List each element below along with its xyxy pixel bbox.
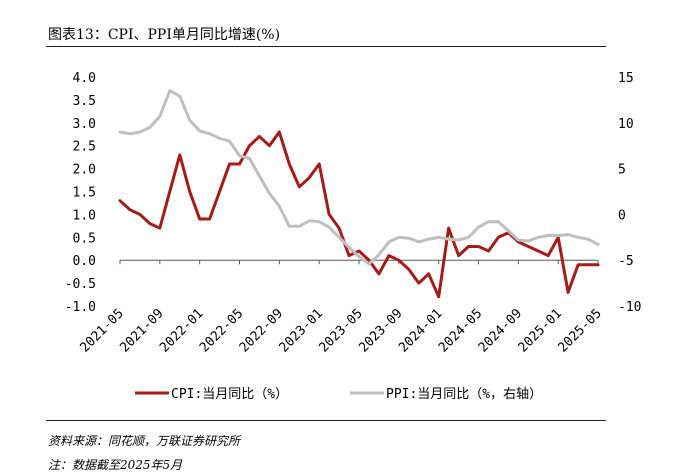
right-axis-tick-label: -10: [618, 300, 641, 315]
left-axis-tick-label: 1.0: [73, 208, 96, 223]
left-axis-tick-label: 2.5: [73, 140, 96, 155]
right-axis-tick-label: 10: [618, 117, 634, 132]
left-axis-tick-label: -0.5: [65, 277, 96, 292]
right-axis-tick-label: 5: [618, 163, 626, 178]
left-axis-tick-label: 3.0: [73, 117, 96, 132]
legend-label-ppi: PPI:当月同比（%，右轴）: [386, 387, 542, 402]
source-text: 资料来源：同花顺，万联证券研究所: [48, 434, 241, 448]
ppi-series-line: [118, 89, 600, 266]
source-divider: [46, 420, 606, 421]
left-axis-tick-label: 0.0: [73, 254, 96, 269]
left-axis-tick-label: -1.0: [65, 300, 96, 315]
figure-title: 图表13：CPI、PPI单月同比增速(%): [48, 27, 281, 43]
title-divider: [46, 46, 606, 47]
x-axis-tick-label: 2025-05: [555, 306, 604, 355]
left-axis-tick-label: 1.5: [73, 186, 96, 201]
left-axis-tick-label: 4.0: [73, 71, 96, 86]
left-axis-tick-label: 2.0: [73, 163, 96, 178]
left-axis-tick-label: 3.5: [73, 94, 96, 109]
right-axis-tick-label: -5: [618, 254, 634, 269]
right-axis-tick-label: 15: [618, 71, 634, 86]
left-axis-tick-label: 0.5: [73, 231, 96, 246]
note-text: 注：数据截至2025年5月: [48, 458, 183, 472]
cpi-series-line: [118, 130, 600, 299]
right-axis-tick-label: 0: [618, 208, 626, 223]
legend-label-cpi: CPI:当月同比（%）: [171, 387, 288, 402]
